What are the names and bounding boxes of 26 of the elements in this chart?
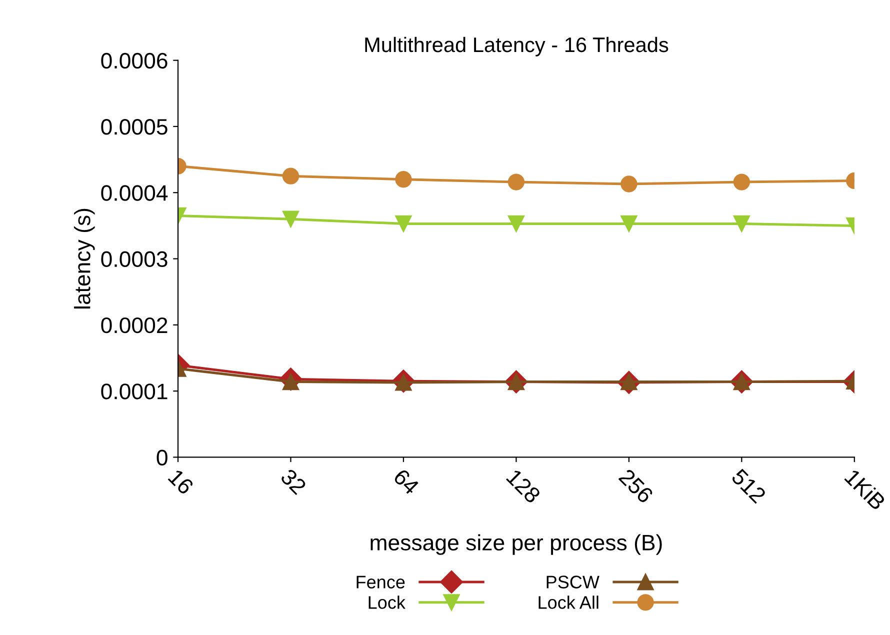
x-tick-label: 64 — [392, 468, 420, 496]
legend-label: Fence — [356, 576, 405, 588]
y-tick-label: 0.0003 — [101, 251, 168, 268]
y-tick-label: 0.0004 — [101, 185, 168, 201]
x-tick-label: 128 — [506, 468, 542, 504]
x-tick-label: 256 — [618, 468, 654, 504]
y-tick-label: 0.0002 — [101, 317, 168, 334]
y-tick-label: 0.0001 — [101, 384, 168, 400]
legend-label: Lock — [368, 596, 406, 609]
point — [620, 215, 638, 232]
x-tick-label: 32 — [280, 468, 308, 496]
y-axis-title: latency (s) — [74, 208, 95, 309]
y-tick-label: 0.0005 — [101, 119, 168, 135]
y-tick-label: 0.0006 — [101, 52, 168, 69]
chart-title: Multithread Latency - 16 Threads — [365, 36, 668, 56]
legend-label: PSCW — [546, 576, 600, 588]
point — [620, 176, 638, 192]
legend-label: Lock All — [538, 596, 598, 609]
point — [508, 174, 525, 190]
point — [395, 215, 412, 232]
y-tick-label: 0 — [156, 450, 168, 466]
x-axis-title: message size per process (B) — [370, 534, 662, 555]
point — [395, 171, 412, 188]
x-tick-label: 16 — [168, 468, 194, 496]
x-tick-label: 512 — [730, 468, 767, 504]
point — [508, 215, 525, 232]
